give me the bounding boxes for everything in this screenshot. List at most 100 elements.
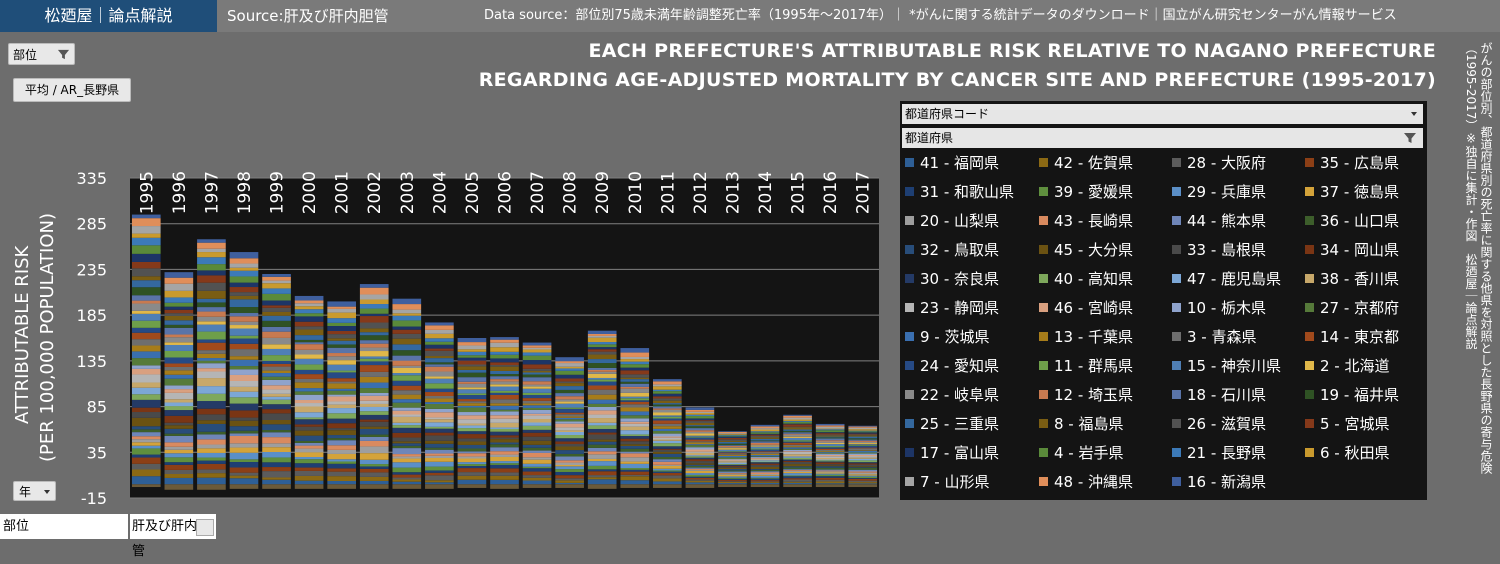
bar-segment [490,342,519,348]
legend-item[interactable]: 6 - 秋田県 [1305,443,1390,463]
value-field-button[interactable]: 平均 / AR_長野県 [13,78,131,102]
bar-segment [262,360,291,364]
bar-segment [555,480,584,483]
legend-item[interactable]: 18 - 石川県 [1172,385,1266,405]
bar-segment [197,311,226,317]
legend-item[interactable]: 2 - 北海道 [1305,356,1390,376]
legend-item[interactable]: 46 - 宮崎県 [1039,298,1133,318]
bar-segment [229,426,259,431]
bar-segment [327,318,357,323]
legend-item[interactable]: 28 - 大阪府 [1172,153,1266,173]
pref-field-button[interactable]: 都道府県 [902,128,1423,148]
legend-item[interactable]: 23 - 静岡県 [905,298,999,318]
legend-item[interactable]: 36 - 山口県 [1305,211,1399,231]
bar-segment [131,218,161,227]
pref-code-field-button[interactable]: 都道府県コード [902,104,1423,124]
legend-item[interactable]: 22 - 岐阜県 [905,385,999,405]
bar-segment [327,468,357,472]
legend-item[interactable]: 31 - 和歌山県 [905,182,1014,202]
legend-item[interactable]: 12 - 埼玉県 [1039,385,1133,405]
legend-item[interactable]: 41 - 福岡県 [905,153,999,173]
legend-label: 44 - 熊本県 [1187,212,1267,230]
bar-segment [750,474,780,475]
bar-segment [229,328,259,336]
legend-item[interactable]: 34 - 岡山県 [1305,240,1399,260]
bar-segment [783,444,812,447]
bar-segment [815,460,845,462]
bar-segment [848,439,878,441]
legend-item[interactable]: 47 - 鹿児島県 [1172,269,1281,289]
legend-item[interactable]: 17 - 富山県 [905,443,999,463]
bar-stacks [131,214,878,490]
bar-segment [620,476,650,481]
legend-item[interactable]: 48 - 沖縄県 [1039,472,1133,492]
bar-segment [229,467,259,473]
bar-segment [490,362,519,366]
bar-segment [262,399,291,405]
legend-item[interactable]: 7 - 山形県 [905,472,990,492]
legend-item[interactable]: 35 - 広島県 [1305,153,1399,173]
filter-icon [57,49,70,60]
bar-segment [131,351,161,359]
legend-item[interactable]: 38 - 香川県 [1305,269,1399,289]
bar-segment [652,461,682,465]
site-filter-button[interactable]: 部位 [8,43,75,65]
bar-segment [327,423,357,429]
legend-item[interactable]: 3 - 青森県 [1172,327,1257,347]
bar-segment [359,294,389,300]
year-axis-button[interactable]: 年 [13,481,56,501]
legend-item[interactable]: 8 - 福島県 [1039,414,1124,434]
legend-item[interactable]: 24 - 愛知県 [905,356,999,376]
legend-item[interactable]: 27 - 京都府 [1305,298,1399,318]
bar-segment [490,439,519,443]
legend-item[interactable]: 11 - 群馬県 [1039,356,1133,376]
bar-segment [164,453,194,458]
legend-item[interactable]: 15 - 神奈川県 [1172,356,1281,376]
legend-item[interactable]: 10 - 栃木県 [1172,298,1266,318]
filter-icon[interactable] [196,519,214,536]
legend-item[interactable]: 25 - 三重県 [905,414,999,434]
legend-item[interactable]: 39 - 愛媛県 [1039,182,1133,202]
bar-segment [815,451,845,453]
bar-segment [750,434,780,436]
legend-item[interactable]: 4 - 岩手県 [1039,443,1124,463]
bar-segment [457,355,487,358]
legend-item[interactable]: 45 - 大分県 [1039,240,1133,260]
legend-item[interactable]: 37 - 徳島県 [1305,182,1399,202]
legend-swatch [1305,216,1314,225]
legend-item[interactable]: 33 - 島根県 [1172,240,1266,260]
legend-item[interactable]: 20 - 山梨県 [905,211,999,231]
legend-item[interactable]: 14 - 東京都 [1305,327,1399,347]
legend-item[interactable]: 42 - 佐賀県 [1039,153,1133,173]
legend-item[interactable]: 9 - 茨城県 [905,327,990,347]
bar-segment [457,405,487,408]
bar-segment [490,390,519,393]
bar-segment [359,414,389,420]
bar-segment [229,299,259,308]
bar-segment [783,475,812,477]
bar-segment [359,304,389,309]
legend-item[interactable]: 19 - 福井県 [1305,385,1399,405]
legend-item[interactable]: 44 - 熊本県 [1172,211,1266,231]
bar-segment [197,257,226,265]
legend-item[interactable]: 40 - 高知県 [1039,269,1133,289]
bar-segment [262,370,291,374]
legend-item[interactable]: 43 - 長崎県 [1039,211,1133,231]
bar-segment [392,402,422,408]
legend-item[interactable]: 16 - 新潟県 [1172,472,1266,492]
legend-item[interactable]: 13 - 千葉県 [1039,327,1133,347]
legend-item[interactable]: 5 - 宮城県 [1305,414,1390,434]
bar-segment [522,477,552,481]
legend-item[interactable]: 26 - 滋賀県 [1172,414,1266,434]
bar-segment [652,433,682,437]
bar-segment [652,443,682,447]
bar-segment [131,295,161,301]
bar-segment [652,393,682,397]
legend-item[interactable]: 21 - 長野県 [1172,443,1266,463]
legend-item[interactable]: 29 - 兵庫県 [1172,182,1266,202]
bar-segment [164,363,194,367]
bar-segment [555,460,584,463]
legend-item[interactable]: 32 - 鳥取県 [905,240,999,260]
legend-swatch [1172,303,1181,312]
legend-item[interactable]: 30 - 奈良県 [905,269,999,289]
